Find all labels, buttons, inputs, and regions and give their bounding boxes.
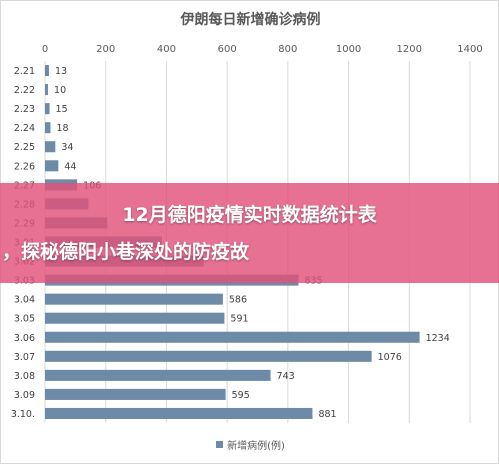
x-tick-label: 1400 [457, 44, 482, 55]
value-label: 18 [56, 123, 68, 134]
x-tick-label: 200 [96, 44, 115, 55]
x-tick-label: 600 [218, 44, 237, 55]
category-label: 2.22 [14, 85, 35, 96]
bar [45, 331, 420, 343]
bar [45, 65, 49, 77]
bar [45, 369, 271, 381]
bar [45, 84, 49, 96]
category-label: 3.07 [14, 352, 35, 363]
category-label: 2.23 [14, 104, 35, 115]
banner-headline-line-2: ，探秘德阳小巷深处的防疫故 [2, 241, 250, 263]
chart-legend: 新增病例(例) [1, 437, 499, 452]
category-label: 3.09 [14, 390, 35, 401]
category-label: 2.25 [14, 142, 35, 153]
x-tick-label: 400 [157, 44, 176, 55]
value-label: 743 [277, 371, 295, 382]
legend-swatch [216, 441, 224, 448]
value-label: 881 [318, 409, 336, 420]
value-label: 10 [54, 85, 66, 96]
value-label: 586 [229, 295, 247, 306]
value-label: 595 [232, 390, 250, 401]
legend-label: 新增病例(例) [227, 441, 285, 452]
bar [45, 350, 372, 362]
x-tick-label: 1200 [397, 44, 422, 55]
value-label: 15 [56, 104, 68, 115]
value-label: 591 [230, 314, 248, 325]
value-label: 1076 [378, 352, 402, 363]
category-label: 3.08 [14, 371, 35, 382]
category-label: 3.04 [14, 295, 35, 306]
bar [45, 103, 50, 115]
value-label: 34 [61, 142, 73, 153]
x-tick-label: 800 [278, 44, 297, 55]
category-label: 2.26 [14, 161, 35, 172]
x-tick-label: 0 [42, 44, 48, 55]
x-tick-label: 1000 [336, 44, 361, 55]
category-label: 3.10. [11, 409, 35, 420]
category-label: 2.21 [14, 66, 35, 77]
bar [45, 388, 226, 400]
chart-title: 伊朗每日新增确诊病例 [180, 12, 321, 28]
value-label: 13 [55, 66, 67, 77]
category-label: 3.05 [14, 314, 35, 325]
bar [45, 141, 56, 153]
bar [45, 407, 313, 419]
overlay-banner: 12月德阳疫情实时数据统计表 ，探秘德阳小巷深处的防疫故 [0, 183, 499, 283]
banner-headline-line-1: 12月德阳疫情实时数据统计表 [122, 204, 377, 226]
bar [45, 312, 225, 324]
value-label: 44 [64, 161, 76, 172]
bar [45, 293, 223, 305]
value-label: 1234 [426, 333, 450, 344]
category-label: 2.24 [14, 123, 35, 134]
category-label: 3.06 [14, 333, 35, 344]
bar [45, 122, 51, 134]
bar [45, 160, 59, 172]
